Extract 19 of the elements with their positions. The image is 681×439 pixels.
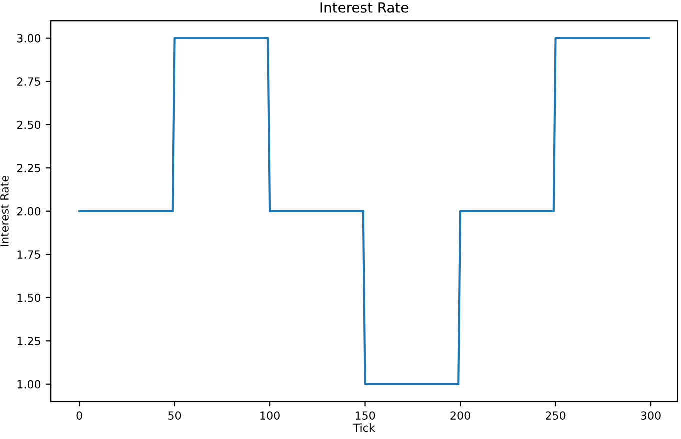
- y-tick-label: 1.00: [18, 380, 41, 389]
- x-tick-label: 200: [450, 412, 470, 420]
- y-tick-label: 1.75: [18, 250, 40, 260]
- y-tick-label: 1.50: [18, 294, 41, 302]
- x-tick-label: 300: [641, 412, 661, 420]
- x-tick-label: 100: [260, 412, 280, 420]
- chart-title: Interest Rate: [320, 2, 408, 13]
- x-tick-label: 250: [546, 412, 566, 420]
- y-tick-label: 2.25: [17, 164, 40, 173]
- y-tick-label: 2.00: [17, 207, 41, 216]
- x-axis-title: Tick: [353, 424, 376, 432]
- y-axis-title: Interest Rate: [0, 176, 9, 246]
- y-tick-label: 1.25: [18, 337, 40, 346]
- y-tick-label: 2.50: [17, 120, 41, 130]
- x-tick-label: 150: [356, 412, 376, 420]
- y-tick-label: 3.00: [17, 34, 41, 43]
- y-tick-label: 2.75: [17, 78, 40, 86]
- x-tick-label: 0: [76, 412, 82, 420]
- x-tick-label: 50: [168, 412, 182, 420]
